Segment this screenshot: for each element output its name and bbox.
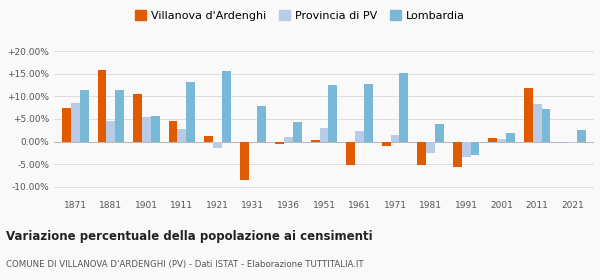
Bar: [497, 139, 506, 142]
Bar: [506, 134, 515, 142]
Bar: [222, 71, 231, 142]
Bar: [71, 103, 80, 142]
Bar: [470, 142, 479, 155]
Bar: [364, 84, 373, 142]
Bar: [391, 135, 400, 142]
Bar: [62, 108, 71, 142]
Bar: [542, 109, 550, 142]
Bar: [355, 131, 364, 142]
Bar: [133, 94, 142, 142]
Bar: [346, 142, 355, 165]
Bar: [461, 142, 470, 157]
Bar: [577, 130, 586, 142]
Bar: [284, 137, 293, 142]
Bar: [257, 106, 266, 142]
Bar: [204, 136, 213, 142]
Bar: [275, 142, 284, 144]
Bar: [533, 104, 542, 142]
Bar: [311, 140, 320, 142]
Bar: [435, 124, 444, 142]
Bar: [187, 82, 195, 142]
Text: COMUNE DI VILLANOVA D'ARDENGHI (PV) - Dati ISTAT - Elaborazione TUTTITALIA.IT: COMUNE DI VILLANOVA D'ARDENGHI (PV) - Da…: [6, 260, 364, 269]
Legend: Villanova d'Ardenghi, Provincia di PV, Lombardia: Villanova d'Ardenghi, Provincia di PV, L…: [131, 6, 469, 25]
Bar: [178, 129, 187, 142]
Bar: [568, 142, 577, 143]
Bar: [98, 70, 106, 142]
Bar: [106, 121, 115, 142]
Bar: [320, 128, 328, 142]
Bar: [169, 121, 178, 142]
Bar: [115, 90, 124, 142]
Bar: [488, 139, 497, 142]
Bar: [151, 116, 160, 142]
Bar: [453, 142, 461, 167]
Bar: [213, 142, 222, 148]
Bar: [80, 90, 89, 142]
Bar: [382, 142, 391, 146]
Bar: [524, 88, 533, 142]
Bar: [417, 142, 426, 165]
Bar: [142, 117, 151, 142]
Bar: [400, 73, 409, 142]
Bar: [239, 142, 248, 180]
Text: Variazione percentuale della popolazione ai censimenti: Variazione percentuale della popolazione…: [6, 230, 373, 242]
Bar: [328, 85, 337, 142]
Bar: [293, 122, 302, 142]
Bar: [426, 142, 435, 153]
